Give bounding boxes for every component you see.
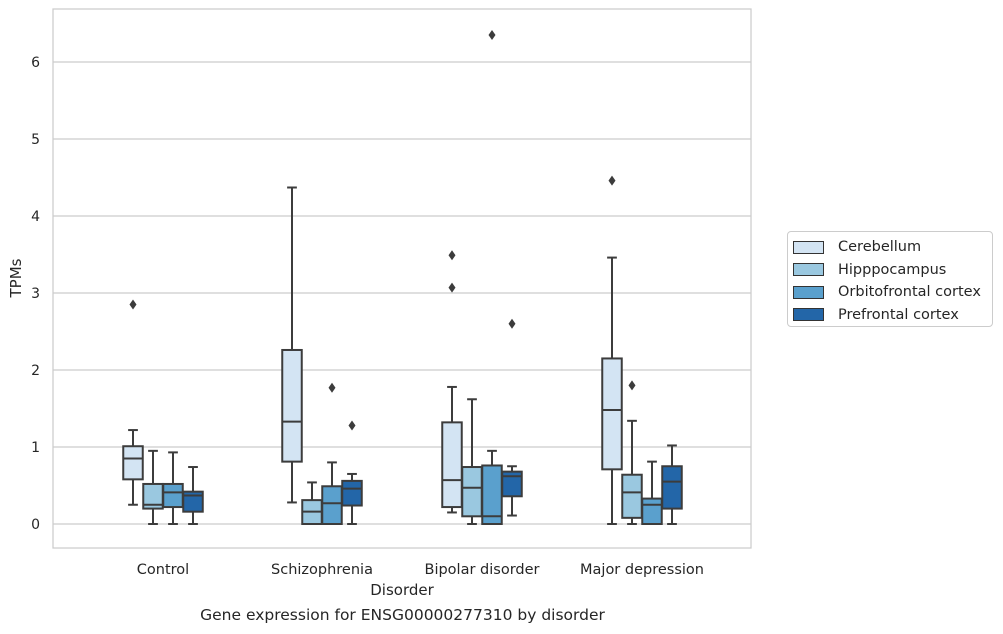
box-body (461, 466, 483, 518)
box-1-3 (621, 380, 643, 525)
box-layer (122, 30, 683, 526)
legend-swatch (793, 285, 824, 299)
legend-swatch (793, 263, 824, 277)
box-0-0 (122, 299, 144, 506)
x-tick-label: Bipolar disorder (425, 562, 540, 578)
box-body (281, 348, 303, 463)
outlier-point (129, 299, 137, 310)
legend: Cerebellum Hipppocampus Orbitofrontal cort… (787, 231, 993, 327)
legend-item: Cerebellum (792, 236, 992, 259)
box-3-1 (341, 420, 363, 525)
outlier-point (328, 382, 336, 393)
box-body (122, 445, 144, 481)
box-body (501, 470, 523, 498)
y-tick-label: 5 (31, 132, 40, 148)
y-tick-labels: 0 1 2 3 4 5 6 (31, 55, 40, 533)
box-body (441, 421, 463, 509)
legend-swatch (793, 240, 824, 254)
y-tick-label: 1 (31, 440, 40, 456)
box-3-3 (661, 444, 683, 525)
box-0-3 (601, 175, 623, 525)
legend-item: Prefrontal cortex (792, 304, 992, 327)
figure-caption: Gene expression for ENSG00000277310 by d… (200, 606, 605, 624)
legend-swatch (793, 308, 824, 322)
box-body (661, 465, 683, 510)
x-tick-labels: Control Schizophrenia Bipolar disorder Majo… (137, 562, 704, 578)
y-tick-label: 3 (31, 286, 40, 302)
legend-label: Cerebellum (838, 239, 922, 256)
outlier-point (488, 30, 496, 41)
box-3-0 (182, 466, 204, 525)
x-tick-label: Control (137, 562, 189, 578)
box-3-2 (501, 318, 523, 517)
box-2-2 (481, 30, 503, 526)
box-body (162, 482, 184, 509)
outlier-point (448, 250, 456, 261)
plot-area-frame (52, 8, 752, 549)
box-2-0 (162, 451, 184, 525)
outlier-point (448, 282, 456, 293)
legend-label: Prefrontal cortex (838, 306, 959, 323)
y-tick-label: 0 (31, 517, 40, 533)
x-axis-label: Disorder (370, 581, 434, 599)
outlier-point (608, 175, 616, 186)
legend-item: Hipppocampus (792, 259, 992, 282)
x-tick-label: Major depression (580, 562, 704, 578)
outlier-point (508, 318, 516, 329)
y-axis-label: TPMs (7, 258, 25, 298)
box-body (321, 485, 343, 525)
box-body (641, 497, 663, 525)
box-2-1 (321, 382, 343, 525)
box-0-1 (281, 186, 303, 504)
box-1-2 (461, 398, 483, 525)
y-tick-label: 4 (31, 209, 40, 225)
box-0-2 (441, 250, 463, 514)
outlier-point (628, 380, 636, 391)
box-body (481, 464, 503, 526)
grid-lines (53, 61, 751, 525)
box-body (621, 473, 643, 519)
box-body (182, 490, 204, 513)
box-1-0 (142, 449, 164, 525)
box-body (341, 479, 363, 507)
legend-label: Hipppocampus (838, 261, 947, 278)
legend-label: Orbitofrontal cortex (838, 284, 981, 301)
outlier-point (348, 420, 356, 431)
box-1-1 (301, 481, 323, 526)
box-2-3 (641, 460, 663, 525)
legend-item: Orbitofrontal cortex (792, 281, 992, 304)
x-tick-label: Schizophrenia (271, 562, 373, 578)
y-tick-label: 2 (31, 363, 40, 379)
box-body (601, 357, 623, 471)
y-tick-label: 6 (31, 55, 40, 71)
